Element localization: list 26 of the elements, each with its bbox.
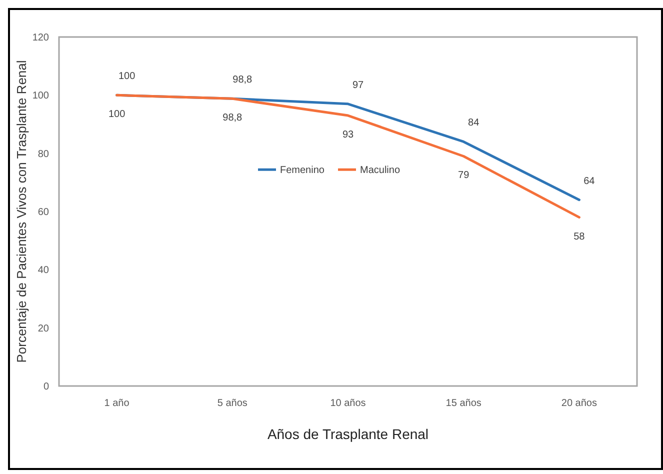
y-tick-label: 20	[38, 323, 50, 334]
data-label: 64	[584, 176, 596, 187]
data-label: 93	[342, 130, 354, 141]
y-tick-label: 0	[43, 382, 50, 392]
legend-label: Maculino	[360, 165, 400, 176]
x-tick-label: 15 años	[446, 398, 482, 409]
y-tick-label: 40	[38, 265, 50, 276]
x-tick-label: 20 años	[561, 398, 597, 409]
data-label: 97	[352, 80, 364, 91]
legend-label: Femenino	[280, 165, 325, 176]
data-label: 100	[118, 71, 136, 82]
y-tick-label: 120	[32, 32, 50, 44]
x-tick-label: 1 año	[104, 398, 130, 409]
data-label: 98,8	[222, 112, 243, 124]
y-tick-label: 100	[32, 90, 50, 102]
y-tick-label: 80	[38, 148, 50, 160]
data-label: 58	[574, 231, 586, 242]
x-axis-title: Años de Trasplante Renal	[267, 426, 429, 442]
x-tick-label: 5 años	[217, 398, 248, 409]
data-label: 79	[458, 170, 470, 182]
x-tick-label: 10 años	[330, 398, 366, 409]
y-tick-label: 60	[38, 207, 50, 218]
data-label: 98,8	[232, 74, 253, 86]
data-label: 100	[108, 109, 126, 120]
y-axis-title: Porcentaje de Pacientes Vivos con Trasplante Renal	[14, 60, 29, 363]
data-label: 84	[468, 118, 480, 129]
